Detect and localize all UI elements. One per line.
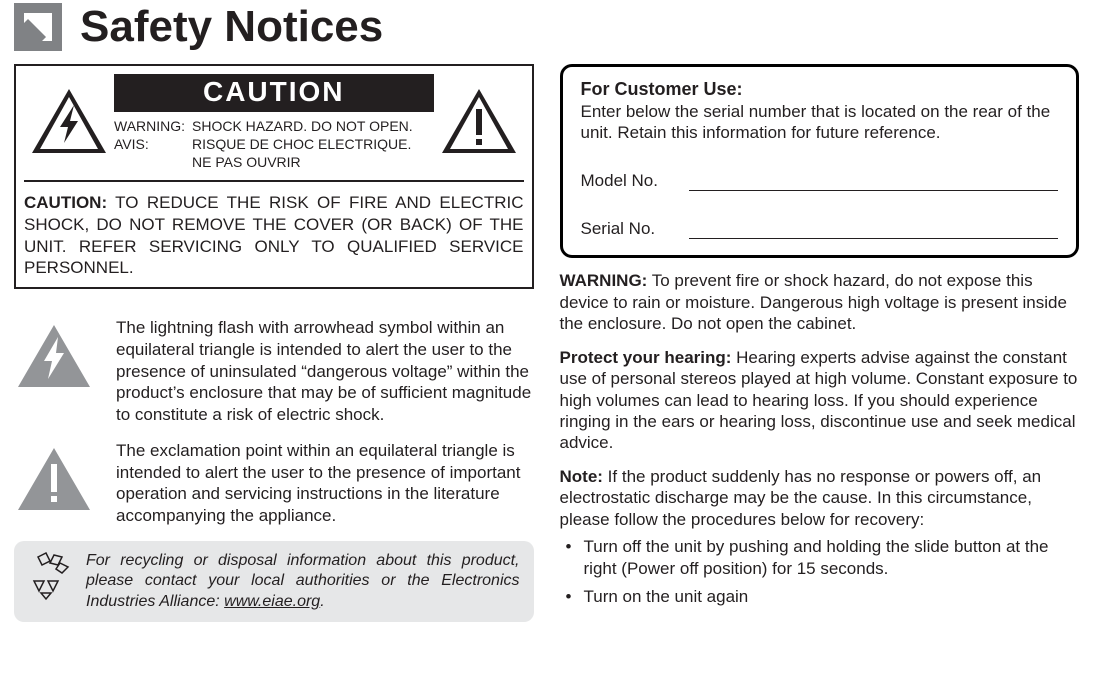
warning-paragraph: WARNING: To prevent fire or shock hazard…	[560, 270, 1080, 334]
exclamation-explanation-text: The exclamation point within an equilate…	[116, 440, 534, 527]
model-input-line[interactable]	[689, 190, 1059, 191]
recycling-link[interactable]: www.eiae.org	[224, 593, 320, 610]
procedure-item: Turn off the unit by pushing and holding…	[566, 536, 1080, 580]
lightning-explanation-text: The lightning flash with arrowhead symbo…	[116, 317, 534, 426]
warning-text: SHOCK HAZARD. DO NOT OPEN.	[192, 118, 434, 134]
exclamation-triangle-icon	[434, 74, 524, 170]
warning-label: WARNING:	[560, 271, 648, 290]
customer-title: For Customer Use:	[581, 79, 1059, 100]
note-paragraph: Note: If the product suddenly has no res…	[560, 466, 1080, 530]
customer-desc: Enter below the serial number that is lo…	[581, 102, 1059, 143]
note-label: Note:	[560, 467, 603, 486]
warning-label: WARNING:	[114, 118, 192, 134]
avis-text-2: NE PAS OUVRIR	[192, 154, 434, 170]
lightning-triangle-icon	[14, 317, 94, 397]
procedure-item: Turn on the unit again	[566, 586, 1080, 608]
header-arrow-icon	[14, 3, 62, 51]
caution-title: CAUTION	[114, 74, 434, 112]
page-title: Safety Notices	[80, 2, 383, 52]
model-row: Model No.	[581, 171, 1059, 191]
exclamation-explanation-row: The exclamation point within an equilate…	[14, 440, 534, 527]
serial-row: Serial No.	[581, 219, 1059, 239]
avis-label: AVIS:	[114, 136, 192, 152]
customer-use-box: For Customer Use: Enter below the serial…	[560, 64, 1080, 258]
serial-input-line[interactable]	[689, 238, 1059, 239]
caution-body: CAUTION: TO REDUCE THE RISK OF FIRE AND …	[24, 182, 524, 279]
lightning-explanation-row: The lightning flash with arrowhead symbo…	[14, 317, 534, 426]
avis-text-1: RISQUE DE CHOC ELECTRIQUE.	[192, 136, 434, 152]
recycling-icon	[28, 551, 72, 612]
left-column: CAUTION WARNING: SHOCK HAZARD. DO NOT OP…	[14, 64, 534, 622]
recovery-procedure-list: Turn off the unit by pushing and holding…	[560, 536, 1080, 608]
hearing-label: Protect your hearing:	[560, 348, 732, 367]
recycling-text: For recycling or disposal information ab…	[86, 551, 520, 612]
lightning-triangle-icon	[24, 74, 114, 170]
right-column: For Customer Use: Enter below the serial…	[560, 64, 1080, 622]
recycling-box: For recycling or disposal information ab…	[14, 541, 534, 622]
caution-box: CAUTION WARNING: SHOCK HAZARD. DO NOT OP…	[14, 64, 534, 289]
exclamation-triangle-icon	[14, 440, 94, 520]
model-label: Model No.	[581, 171, 671, 191]
recycling-post: .	[320, 593, 324, 610]
page-header: Safety Notices	[14, 0, 1079, 52]
caution-body-bold: CAUTION:	[24, 193, 107, 212]
note-text: If the product suddenly has no response …	[560, 467, 1042, 529]
serial-label: Serial No.	[581, 219, 671, 239]
hearing-paragraph: Protect your hearing: Hearing experts ad…	[560, 347, 1080, 454]
